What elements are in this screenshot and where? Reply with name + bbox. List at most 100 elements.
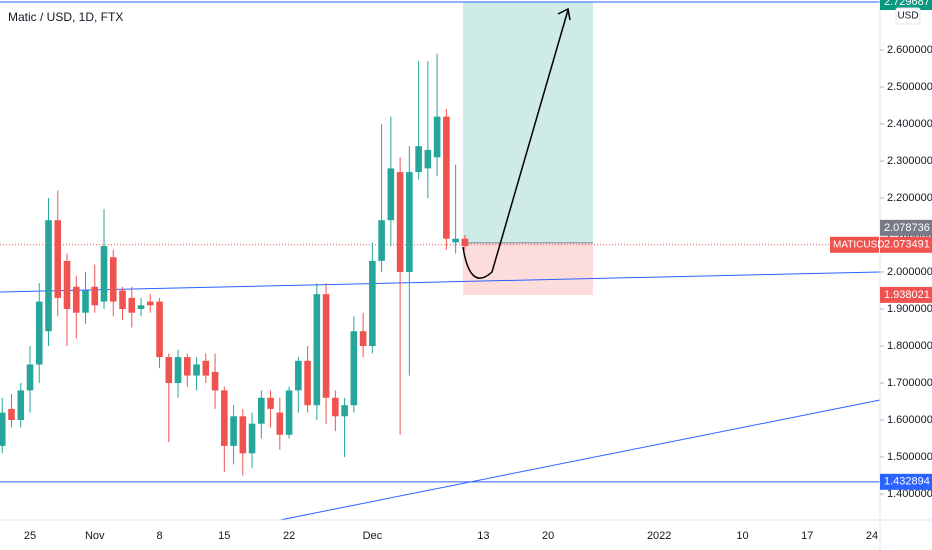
candle-body: [109, 257, 117, 302]
candle-body: [128, 297, 136, 313]
chart-title: Matic / USD, 1D, FTX: [8, 10, 123, 24]
candle-body: [8, 408, 15, 420]
candle-body: [17, 390, 25, 420]
candle-body: [406, 172, 413, 272]
x-tick-label: 10: [736, 530, 748, 542]
last-price-label: 2.073491: [884, 239, 930, 251]
candle-body: [91, 286, 99, 306]
target-label-bg: [880, 0, 932, 11]
x-tick-label: 20: [542, 530, 554, 542]
candle-body: [0, 412, 6, 446]
candle-body: [369, 260, 376, 346]
currency-button-bg[interactable]: [895, 7, 921, 25]
last-price-label-bg: [880, 236, 932, 253]
x-tick-label: Nov: [85, 530, 105, 542]
candle-body: [461, 238, 469, 247]
x-tick-label: 8: [156, 530, 162, 542]
candle-body: [72, 286, 80, 313]
arrow-head: [557, 7, 571, 21]
candle-body: [258, 397, 265, 424]
y-tick-label: 2.200000: [887, 192, 932, 204]
candle-body: [137, 305, 145, 309]
candle-body: [211, 371, 219, 391]
candle-body: [341, 405, 348, 417]
candle-body: [239, 416, 247, 454]
candle-body: [267, 397, 274, 409]
candle-body: [146, 301, 154, 306]
y-tick-label: 1.900000: [887, 303, 932, 315]
candle-body: [276, 412, 284, 435]
x-tick-label: 24: [866, 530, 878, 542]
x-tick-label: 15: [218, 530, 230, 542]
candle-body: [183, 357, 191, 376]
candle-body: [433, 116, 441, 158]
candle-body: [63, 260, 71, 309]
candle-body: [119, 290, 126, 309]
candle-body: [100, 246, 108, 302]
candle-body: [304, 360, 311, 406]
candle-body: [193, 364, 200, 376]
candle-body: [443, 116, 450, 239]
y-tick-label: 1.400000: [887, 488, 932, 500]
candle-body: [378, 220, 385, 261]
candle-body: [350, 331, 358, 406]
x-tick-label: 17: [801, 530, 813, 542]
x-tick-label: 22: [283, 530, 295, 542]
stop-label: 1.938021: [884, 289, 930, 301]
candle-body: [54, 220, 62, 298]
x-tick-label: 25: [24, 530, 36, 542]
candle-body: [452, 238, 459, 243]
candle-body: [82, 290, 89, 313]
y-tick-label: 2.300000: [887, 155, 932, 167]
axes: 1.400000 1.500000 1.600000 1.700000 1.800000…: [24, 0, 932, 542]
candle-body: [313, 294, 321, 406]
plot-area: [0, 1, 880, 520]
symbol-label: MATICUSD: [833, 239, 884, 250]
entry-label-bg: [880, 219, 932, 236]
candle-body: [221, 390, 228, 446]
candle-body: [156, 301, 163, 358]
candle-body: [295, 360, 302, 391]
candle-body: [165, 357, 173, 383]
candle-body: [248, 423, 256, 454]
candle-body: [45, 220, 52, 332]
candle-body: [424, 149, 432, 169]
candle-body: [396, 172, 404, 272]
level-label: 1.432894: [884, 476, 930, 488]
profit-zone: [463, 2, 593, 243]
candle-body: [174, 357, 182, 383]
candle-body: [230, 416, 237, 446]
stop-label-bg: [880, 286, 932, 303]
entry-label: 2.078736: [884, 222, 930, 234]
currency-button[interactable]: USD: [897, 11, 918, 22]
candle-body: [359, 331, 367, 346]
trendline: [279, 399, 880, 520]
x-tick-label: Dec: [363, 530, 383, 542]
y-tick-label: 2.000000: [887, 266, 932, 278]
y-tick-label: 1.600000: [887, 414, 932, 426]
y-tick-label: 2.600000: [887, 44, 932, 56]
trendline: [0, 271, 880, 293]
y-tick-label: 2.500000: [887, 81, 932, 93]
y-tick-label: 1.500000: [887, 451, 932, 463]
y-tick-label: 1.800000: [887, 340, 932, 352]
candle-body: [202, 360, 210, 376]
candle-body: [285, 390, 293, 435]
arrow-drawing: [462, 9, 569, 279]
candle-body: [387, 168, 395, 221]
candle-body: [35, 301, 43, 365]
y-tick-label: 1.700000: [887, 377, 932, 389]
loss-zone: [463, 242, 593, 295]
x-tick-label: 13: [477, 530, 489, 542]
candle-body: [332, 397, 339, 417]
x-tick-label: 2022: [647, 530, 671, 542]
level-label-bg: [880, 473, 932, 490]
candle-body: [322, 294, 330, 398]
candle-body: [26, 364, 34, 391]
y-tick-label: 2.400000: [887, 118, 932, 130]
target-label: 2.729687: [884, 0, 930, 8]
candle-body: [415, 146, 422, 173]
symbol-label-bg: [830, 236, 879, 253]
